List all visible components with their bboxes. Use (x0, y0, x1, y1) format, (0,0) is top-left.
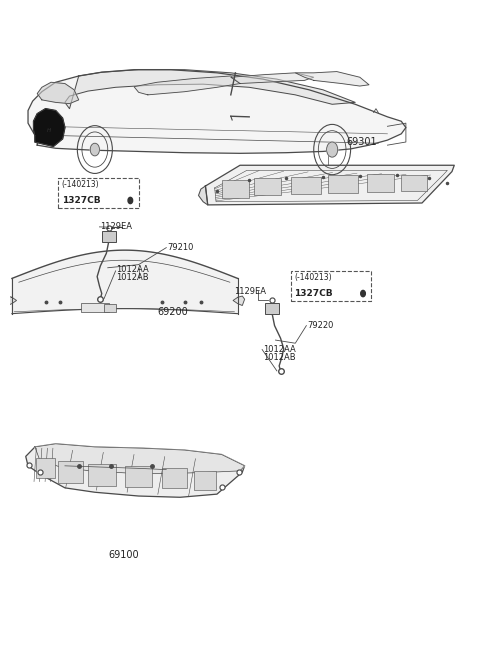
Bar (222, 180, 249, 198)
Bar (36, 458, 55, 478)
Polygon shape (65, 69, 355, 109)
Bar (194, 471, 216, 490)
Polygon shape (205, 165, 454, 205)
Bar (58, 461, 84, 483)
Bar (291, 177, 321, 194)
Bar (104, 304, 116, 312)
Bar (125, 466, 153, 487)
Bar (162, 468, 187, 489)
Text: (-140213): (-140213) (61, 179, 99, 189)
Bar (102, 231, 116, 242)
Polygon shape (233, 296, 245, 305)
Polygon shape (26, 444, 245, 497)
Text: 69200: 69200 (157, 307, 188, 317)
Polygon shape (37, 83, 79, 103)
Polygon shape (199, 186, 208, 205)
Text: 1129EA: 1129EA (234, 286, 266, 295)
Text: 1012AB: 1012AB (117, 273, 149, 282)
Text: 1327CB: 1327CB (294, 289, 333, 298)
Polygon shape (5, 296, 16, 305)
Circle shape (128, 197, 132, 204)
Text: 69301: 69301 (346, 137, 377, 147)
Bar (58, 178, 139, 208)
Polygon shape (12, 250, 238, 314)
Polygon shape (231, 73, 314, 84)
Polygon shape (28, 69, 406, 153)
Text: 1012AA: 1012AA (263, 345, 296, 354)
Text: 1327CB: 1327CB (61, 196, 100, 205)
Bar (367, 174, 395, 192)
Circle shape (361, 290, 365, 297)
Text: 1129EA: 1129EA (100, 222, 132, 231)
Polygon shape (34, 109, 65, 147)
Text: 69100: 69100 (108, 550, 139, 560)
Polygon shape (134, 76, 240, 95)
Text: 1012AB: 1012AB (263, 353, 296, 362)
Text: 79220: 79220 (307, 321, 334, 330)
Polygon shape (35, 444, 245, 474)
Text: 1012AA: 1012AA (117, 265, 149, 274)
Bar (291, 271, 372, 301)
Bar (265, 303, 279, 314)
Bar (81, 303, 108, 312)
Bar (88, 464, 116, 486)
Polygon shape (295, 71, 369, 86)
Bar (327, 176, 358, 193)
Circle shape (326, 142, 338, 157)
Text: H: H (47, 128, 51, 132)
Text: 79210: 79210 (167, 243, 193, 252)
Text: (-140213): (-140213) (294, 272, 332, 282)
Bar (401, 176, 427, 191)
Bar (254, 178, 281, 195)
Circle shape (90, 143, 99, 156)
